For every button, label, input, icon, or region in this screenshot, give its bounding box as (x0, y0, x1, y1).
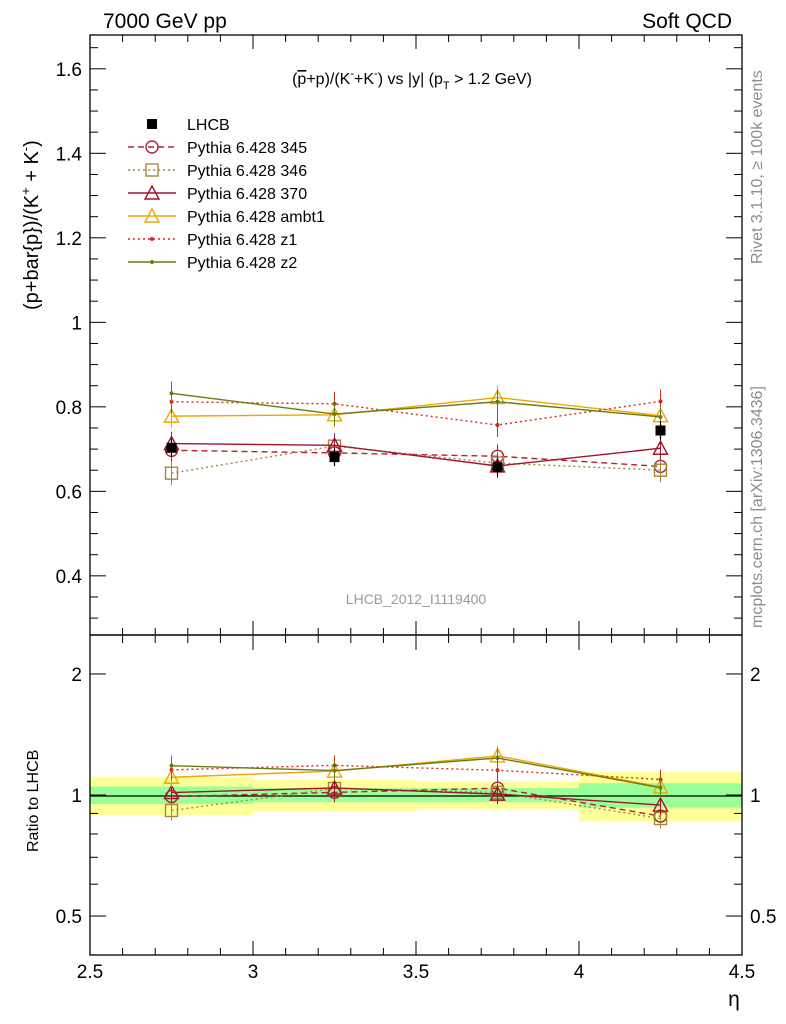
data-point (329, 452, 340, 463)
ratio-point (495, 756, 500, 761)
x-tick-label: 4.5 (729, 962, 755, 983)
ratio-point (658, 785, 663, 790)
ratio-y-tick-label-right: 0.5 (750, 907, 776, 928)
legend-label: Pythia 6.428 ambt1 (187, 209, 325, 226)
plot-title: (p+p)/(K-+K-) vs |y| (pT > 1.2 GeV) (292, 68, 532, 92)
series-point (164, 466, 179, 480)
series-point (658, 414, 663, 419)
analysis-label: LHCB_2012_I1119400 (346, 591, 487, 607)
main-y-tick-label: 1 (71, 313, 82, 334)
ratio-series-line (171, 755, 661, 788)
data-point (166, 442, 177, 453)
ratio-point (652, 796, 669, 812)
main-y-tick-label: 1.2 (56, 229, 82, 250)
main-y-axis-label: (p+bar{p})/(K+ + K-) (18, 140, 43, 310)
data-point (492, 462, 503, 473)
ratio-point (326, 779, 343, 795)
ratio-y-tick-label: 2 (71, 665, 82, 686)
mcplots-label: mcplots.cern.ch [arXiv:1306.3436] (749, 386, 766, 628)
legend-label: Pythia 6.428 346 (187, 163, 307, 180)
ratio-y-tick-label: 0.5 (56, 907, 82, 928)
ratio-panel: 0.5 0.5 1 1 2 2 (56, 634, 777, 956)
legend-marker (143, 184, 161, 200)
series-line (171, 445, 661, 474)
series-point (332, 412, 337, 417)
series-line (171, 396, 661, 417)
legend-label: Pythia 6.428 370 (187, 186, 307, 203)
ratio-y-tick-label-right: 2 (750, 665, 761, 686)
x-tick-label: 3.5 (403, 962, 429, 983)
rivet-version-label: Rivet 3.1.10, ≥ 100k events (749, 70, 766, 264)
ratio-point (163, 768, 180, 784)
series-line (171, 392, 661, 418)
series-line (171, 449, 661, 468)
legend-marker (145, 163, 159, 177)
main-panel: 0.4 0.6 0.8 1 1.2 1.4 1.6 (p+p)/(K-+K-) vs |y|… (56, 34, 743, 636)
legend: LHCB Pythia 6.428 345 Pythia 6.428 346 Pyth… (128, 117, 325, 272)
ratio-point (495, 768, 500, 773)
ratio-point (169, 763, 174, 768)
series-point (658, 399, 663, 404)
legend-marker-lhcb (147, 119, 157, 129)
main-axis-ticks: 0.4 0.6 0.8 1 1.2 1.4 1.6 (56, 47, 742, 619)
legend-label-lhcb: LHCB (187, 117, 230, 134)
ratio-point (164, 803, 179, 818)
legend-marker (143, 207, 161, 223)
ratio-axis-ticks: 0.5 0.5 1 1 2 2 (56, 665, 777, 928)
series-point (653, 463, 668, 477)
ratio-series-layer (163, 745, 669, 829)
series-point (163, 407, 180, 423)
ratio-point (489, 785, 506, 801)
legend-label: Pythia 6.428 345 (187, 140, 307, 157)
ratio-point (332, 768, 337, 773)
main-y-tick-label: 0.6 (56, 482, 82, 503)
main-y-tick-label: 0.4 (56, 567, 83, 588)
legend-label: Pythia 6.428 z1 (187, 232, 297, 249)
header-right: Soft QCD (642, 10, 732, 33)
ratio-series-line (171, 787, 661, 806)
main-series-layer (163, 381, 669, 486)
data-point (655, 425, 666, 436)
x-tick-label: 4 (574, 962, 585, 983)
ratio-y-tick-label: 1 (71, 786, 82, 807)
ratio-y-tick-label-right: 1 (750, 786, 761, 807)
ratio-point (163, 784, 180, 800)
series-line (171, 400, 661, 426)
x-axis-label: η (728, 988, 740, 1011)
series-point (495, 423, 500, 427)
legend-label: Pythia 6.428 z2 (187, 255, 297, 272)
ratio-series-line (171, 757, 661, 789)
x-tick-label: 2.5 (77, 962, 103, 983)
series-line (171, 442, 661, 467)
legend-marker (145, 140, 159, 154)
series-point (169, 391, 174, 396)
x-axis: 2.5 3 3.5 4 4.5 (77, 35, 755, 983)
main-y-tick-label: 1.4 (56, 144, 83, 165)
lhcb-data-layer (166, 421, 666, 477)
series-point (495, 399, 500, 404)
main-y-tick-label: 1.6 (56, 60, 82, 81)
legend-marker (150, 260, 154, 264)
ratio-y-axis-label: Ratio to LHCB (25, 750, 42, 852)
legend-marker (150, 237, 154, 241)
header-left: 7000 GeV pp (103, 10, 227, 33)
x-tick-label: 3 (248, 962, 259, 983)
main-y-tick-label: 0.8 (56, 398, 82, 419)
series-point (652, 439, 669, 455)
